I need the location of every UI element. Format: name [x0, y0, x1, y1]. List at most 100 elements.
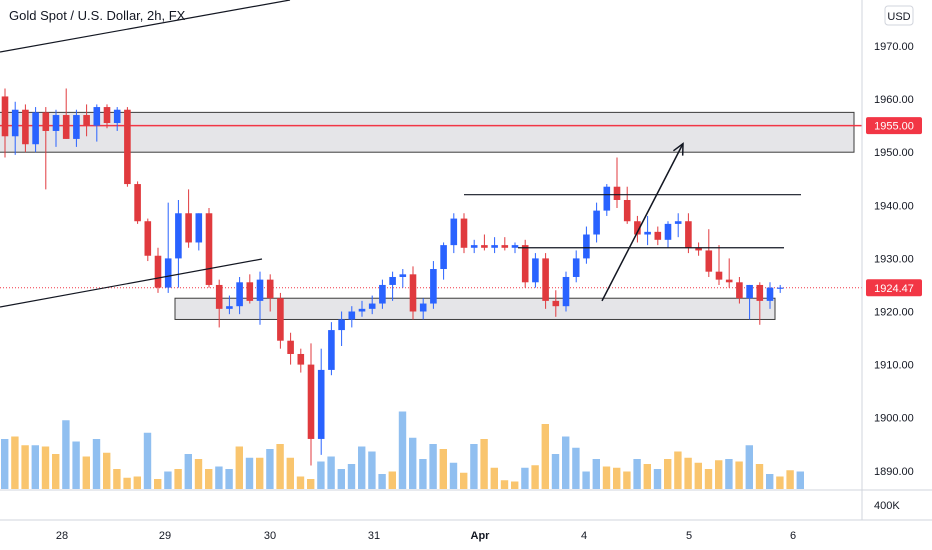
volume-bar [154, 479, 162, 489]
candle-body [623, 199, 631, 222]
candle-body [42, 112, 50, 131]
price-tick-label: 1960.00 [874, 94, 914, 106]
volume-bar [164, 471, 172, 489]
volume-bar [41, 446, 50, 489]
volume-bar [72, 441, 80, 489]
volume-bar [572, 447, 580, 489]
candle-body [266, 279, 274, 299]
volume-bar [21, 445, 29, 489]
candle [634, 215, 641, 243]
candle-body [52, 115, 60, 131]
candle [623, 186, 631, 224]
candle-body [379, 284, 386, 304]
candle-body [562, 276, 570, 307]
volume-bar [449, 462, 458, 489]
candle-body [287, 340, 294, 354]
candle [175, 199, 182, 288]
candle-body [164, 258, 172, 288]
candle [440, 242, 447, 280]
currency-button-frame[interactable] [884, 5, 914, 26]
candle [715, 245, 723, 285]
volume-bar [776, 476, 784, 489]
resistance-price-tag-bg [866, 117, 922, 135]
volume-bar [511, 481, 519, 489]
candle [134, 181, 141, 224]
last-price-tag: 1924.47 [866, 279, 922, 297]
candle-body [328, 330, 335, 370]
candle [195, 213, 203, 251]
volume-bar [735, 461, 743, 489]
volume-bar [480, 439, 488, 489]
volume-bar [633, 459, 641, 489]
volume-bar [133, 476, 141, 489]
volume-bar [113, 469, 121, 489]
volume-bar [602, 466, 611, 489]
candle-body [62, 115, 70, 139]
candle [83, 104, 90, 137]
volume-bar [327, 456, 335, 489]
volume-bar [143, 432, 152, 489]
price-axis[interactable]: 1970.00 1960.00 1950.00 1940.00 1930.00 1920.… [874, 41, 914, 478]
candle [736, 276, 743, 304]
volume-bar [205, 469, 213, 489]
candle [307, 343, 315, 466]
volume-bar [347, 464, 356, 489]
candle [613, 157, 621, 208]
candle-body [419, 303, 427, 312]
time-axis[interactable]: 28 29 30 31 Apr 4 5 6 [56, 530, 796, 542]
volume-bar [52, 454, 60, 489]
candle-body [215, 284, 223, 309]
candle [725, 258, 733, 288]
time-tick-label: 4 [581, 530, 587, 542]
resistance-price-tag-label: 1955.00 [874, 121, 914, 133]
candle [430, 261, 437, 309]
volume-bar [194, 459, 203, 489]
volume-bar [1, 439, 9, 489]
candle [481, 234, 488, 251]
volume-bar [745, 445, 753, 489]
candle-body [73, 115, 80, 139]
candle-body [715, 271, 723, 280]
volume-bar [562, 436, 570, 489]
candle-body [664, 223, 672, 240]
candle [113, 107, 121, 131]
currency-button-label[interactable]: USD [887, 11, 910, 23]
candle [511, 242, 519, 254]
volume-bar [786, 470, 794, 489]
candle [552, 290, 560, 317]
price-tick-label: 1950.00 [874, 147, 914, 159]
volume-bar [653, 469, 662, 489]
candle-body [583, 234, 590, 259]
candle-body [409, 274, 417, 312]
candle [297, 348, 305, 373]
candle [572, 250, 580, 283]
candle-body [430, 269, 437, 304]
volume-bar [521, 467, 529, 489]
candle [144, 218, 152, 262]
candle [226, 295, 233, 315]
volume-bar [317, 461, 325, 489]
candle-body [644, 231, 651, 235]
candle [399, 269, 407, 288]
price-tick-label: 1890.00 [874, 466, 914, 478]
candle [205, 207, 213, 288]
candle-body [154, 255, 162, 288]
volume-bar [337, 469, 345, 489]
chart-title: Gold Spot / U.S. Dollar, 2h, FX [9, 8, 186, 23]
candle [695, 242, 702, 256]
volume-bar [235, 446, 243, 489]
volume-bar [378, 474, 386, 489]
candle [654, 226, 662, 246]
candle-body [144, 221, 152, 256]
candle-body [399, 274, 407, 277]
candle [1, 88, 9, 158]
price-tick-label: 1970.00 [874, 41, 914, 53]
candle [124, 107, 131, 187]
currency-button[interactable]: USD [884, 5, 914, 26]
candle-body [307, 364, 315, 439]
candle-body [532, 258, 539, 283]
candle [11, 101, 19, 155]
volume-bar [62, 420, 70, 489]
volume-bar [409, 437, 417, 489]
